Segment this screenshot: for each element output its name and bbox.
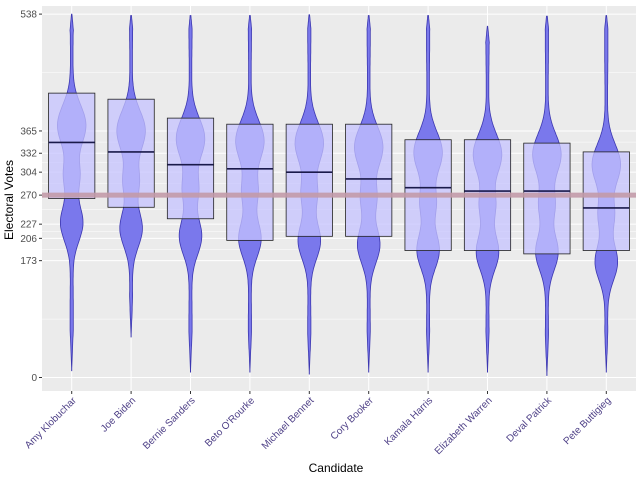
y-tick-label: 227 (20, 220, 37, 231)
x-axis: Amy Klobuchar Joe Biden Bernie Sanders Beto… (23, 391, 613, 457)
x-tick-label: Joe Biden (99, 395, 138, 434)
box (107, 98, 155, 208)
box (285, 123, 333, 237)
x-tick-label: Cory Booker (329, 395, 377, 443)
x-tick-label: Michael Bennet (260, 395, 317, 452)
boxplots (48, 92, 630, 255)
y-tick-label: 304 (20, 168, 37, 179)
box (582, 151, 630, 251)
box (48, 92, 96, 199)
x-axis-title: Candidate (309, 461, 364, 475)
y-tick-label: 538 (20, 10, 37, 21)
y-tick-label: 206 (20, 234, 37, 245)
y-axis: 0 173 206 227 270 304 332 365 538 (20, 10, 42, 384)
box (166, 117, 215, 220)
x-tick-label: Beto O'Rourke (203, 395, 257, 449)
x-tick-label: Kamala Harris (383, 395, 436, 448)
x-tick-label: Elizabeth Warren (433, 395, 495, 457)
x-tick-label: Deval Patrick (505, 395, 555, 445)
x-tick-label: Bernie Sanders (141, 395, 198, 452)
y-tick-label: 270 (20, 191, 37, 202)
box (523, 142, 571, 255)
x-tick-label: Pete Buttigieg (562, 395, 614, 447)
y-tick-label: 332 (20, 149, 37, 160)
y-axis-title: Electoral Votes (2, 160, 16, 240)
box (226, 123, 274, 241)
x-tick-label: Amy Klobuchar (23, 395, 79, 451)
y-tick-label: 365 (20, 126, 37, 137)
y-tick-label: 0 (31, 373, 37, 384)
box (345, 123, 393, 237)
y-tick-label: 173 (20, 256, 37, 267)
